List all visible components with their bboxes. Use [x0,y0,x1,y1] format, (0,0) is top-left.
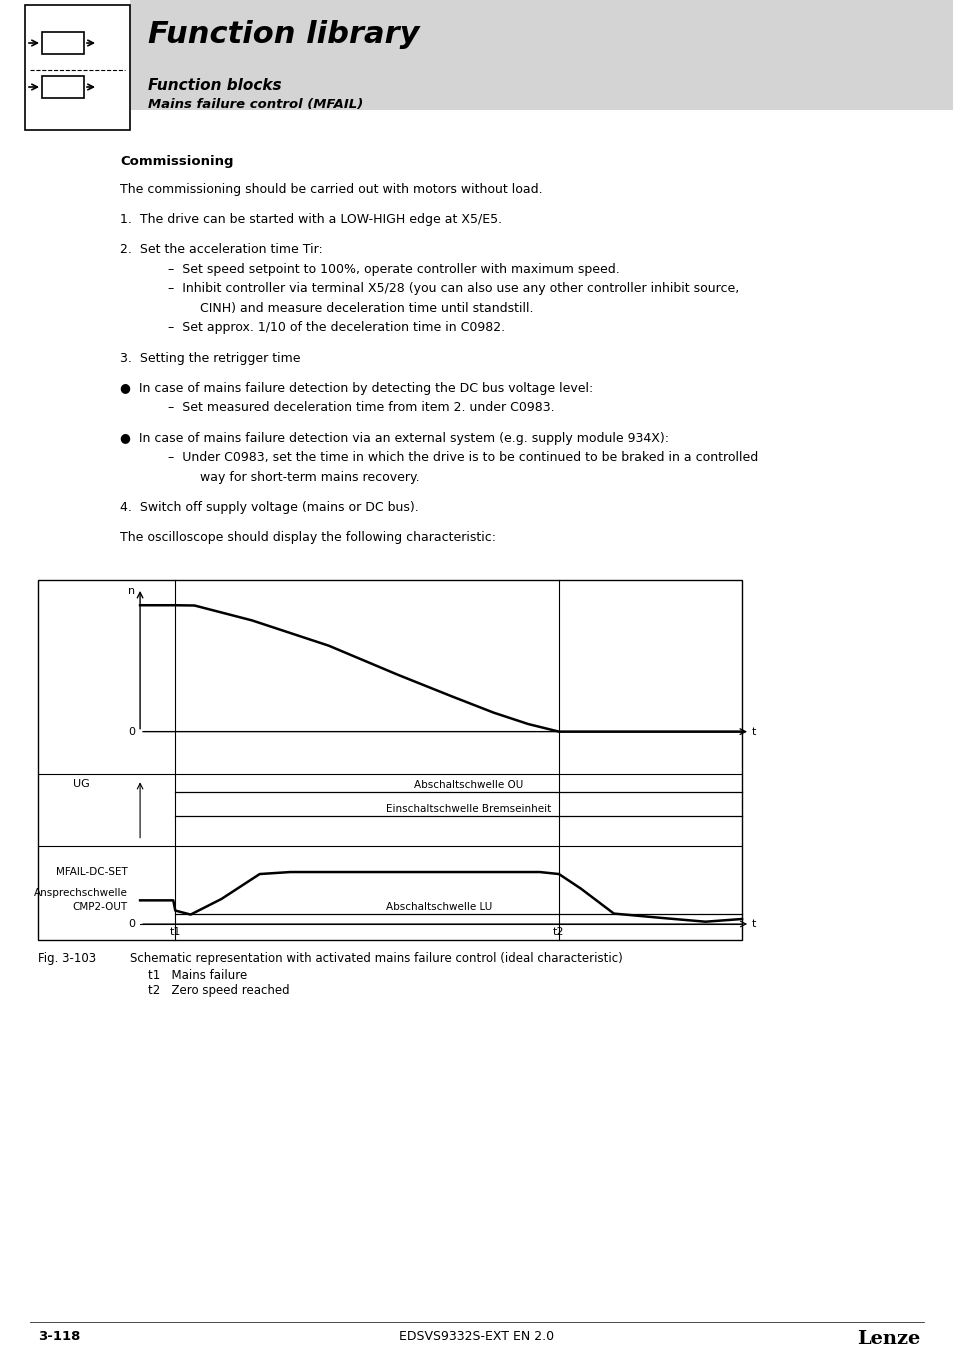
Text: t: t [751,726,756,737]
Text: n: n [128,586,135,595]
Text: Function blocks: Function blocks [148,78,281,93]
Bar [42,32,84,54]
Text: Lenze: Lenze [856,1330,919,1349]
Text: ●  In case of mains failure detection via an external system (e.g. supply module: ● In case of mains failure detection via… [120,432,668,444]
Text: Ansprechschwelle: Ansprechschwelle [34,888,128,898]
Text: way for short-term mains recovery.: way for short-term mains recovery. [188,471,419,483]
Text: –  Inhibit controller via terminal X5/28 (you can also use any other controller : – Inhibit controller via terminal X5/28 … [168,282,739,296]
Text: MFAIL-DC-SET: MFAIL-DC-SET [56,867,128,878]
Text: t2: t2 [553,927,564,937]
Text: t1   Mains failure: t1 Mains failure [148,969,247,981]
Text: Commissioning: Commissioning [120,155,233,167]
Text: 0: 0 [128,919,135,929]
Text: 4.  Switch off supply voltage (mains or DC bus).: 4. Switch off supply voltage (mains or D… [120,501,418,514]
Text: Mains failure control (MFAIL): Mains failure control (MFAIL) [148,99,363,111]
Text: –  Set approx. 1/10 of the deceleration time in C0982.: – Set approx. 1/10 of the deceleration t… [168,321,504,335]
Text: ●  In case of mains failure detection by detecting the DC bus voltage level:: ● In case of mains failure detection by … [120,382,593,396]
Text: 0: 0 [128,726,135,737]
Text: UG: UG [73,779,90,790]
Text: Abschaltschwelle LU: Abschaltschwelle LU [385,902,491,911]
Text: 2.  Set the acceleration time Tir:: 2. Set the acceleration time Tir: [120,243,322,256]
Bar [42,76,84,99]
Text: Abschaltschwelle OU: Abschaltschwelle OU [414,780,522,790]
Text: 1.  The drive can be started with a LOW-HIGH edge at X5/E5.: 1. The drive can be started with a LOW-H… [120,213,501,227]
Bar [38,580,741,940]
Text: EDSVS9332S-EXT EN 2.0: EDSVS9332S-EXT EN 2.0 [399,1330,554,1343]
Text: t: t [751,919,756,929]
Text: –  Set measured deceleration time from item 2. under C0983.: – Set measured deceleration time from it… [168,401,554,414]
Text: t1: t1 [170,927,181,937]
Text: The commissioning should be carried out with motors without load.: The commissioning should be carried out … [120,184,542,196]
Text: Schematic representation with activated mains failure control (ideal characteris: Schematic representation with activated … [130,952,622,965]
Text: 3-118: 3-118 [38,1330,80,1343]
Text: Fig. 3-103: Fig. 3-103 [38,952,96,965]
Text: –  Set speed setpoint to 100%, operate controller with maximum speed.: – Set speed setpoint to 100%, operate co… [168,263,619,275]
Text: t2   Zero speed reached: t2 Zero speed reached [148,984,290,998]
Text: CINH) and measure deceleration time until standstill.: CINH) and measure deceleration time unti… [188,302,533,315]
Text: The oscilloscope should display the following characteristic:: The oscilloscope should display the foll… [120,531,496,544]
Text: CMP2-OUT: CMP2-OUT [72,902,128,913]
Bar [130,0,953,109]
Bar [25,5,130,130]
Text: –  Under C0983, set the time in which the drive is to be continued to be braked : – Under C0983, set the time in which the… [168,451,758,464]
Text: Function library: Function library [148,20,419,49]
Text: Einschaltschwelle Bremseinheit: Einschaltschwelle Bremseinheit [386,803,551,814]
Text: 3.  Setting the retrigger time: 3. Setting the retrigger time [120,351,300,364]
